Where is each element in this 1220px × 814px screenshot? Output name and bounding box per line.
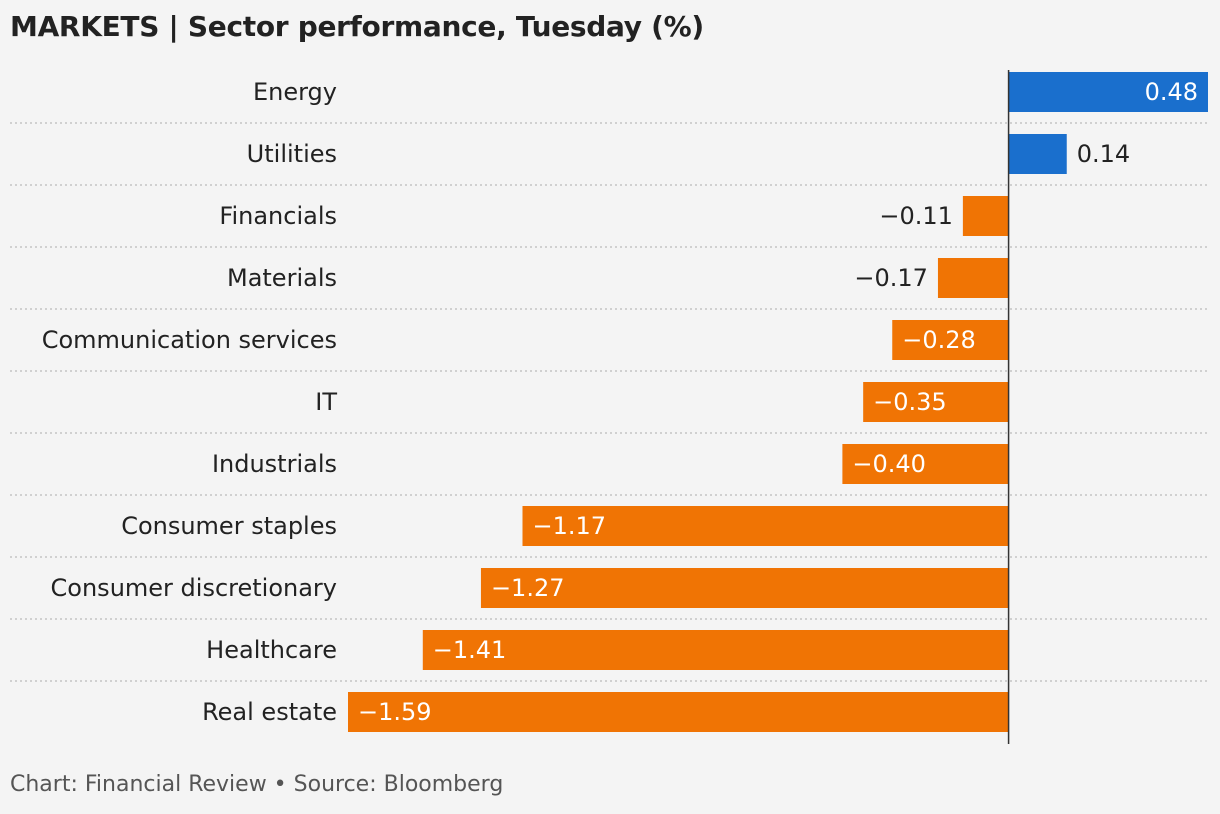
value-label: −0.11 [879, 202, 953, 230]
category-label: Financials [219, 202, 337, 230]
bar [1008, 134, 1067, 174]
value-label: −1.17 [532, 512, 606, 540]
bar [480, 568, 1009, 608]
bar [1008, 72, 1208, 112]
bar [522, 506, 1009, 546]
chart-rows: Energy 0.48 Utilities 0.14 Financials −0.11 Ma… [10, 72, 1208, 732]
value-label: −0.40 [852, 450, 926, 478]
category-label: Healthcare [206, 636, 337, 664]
category-label: Consumer staples [121, 512, 337, 540]
bar [863, 382, 1009, 422]
bar [842, 444, 1009, 484]
category-label: IT [315, 388, 337, 416]
category-label: Communication services [42, 326, 337, 354]
bar-chart: Energy 0.48 Utilities 0.14 Financials −0.11 Ma… [10, 70, 1208, 744]
value-label: −0.17 [854, 264, 928, 292]
value-label: −0.28 [902, 326, 976, 354]
category-label: Consumer discretionary [51, 574, 337, 602]
bar [422, 630, 1009, 670]
bar [348, 692, 1009, 732]
value-label: 0.14 [1077, 140, 1130, 168]
value-label: −0.35 [873, 388, 947, 416]
bar [962, 196, 1009, 236]
category-label: Materials [227, 264, 337, 292]
bar [892, 320, 1009, 360]
chart-footer: Chart: Financial Review • Source: Bloomb… [10, 772, 504, 797]
value-label: −1.27 [491, 574, 565, 602]
chart-title: MARKETS | Sector performance, Tuesday (%… [10, 10, 704, 43]
value-label: 0.48 [1145, 78, 1198, 106]
value-label: −1.41 [433, 636, 507, 664]
value-label: −1.59 [358, 698, 432, 726]
category-label: Utilities [247, 140, 337, 168]
bar [937, 258, 1009, 298]
category-label: Real estate [202, 698, 337, 726]
category-label: Energy [253, 78, 337, 106]
category-label: Industrials [212, 450, 337, 478]
